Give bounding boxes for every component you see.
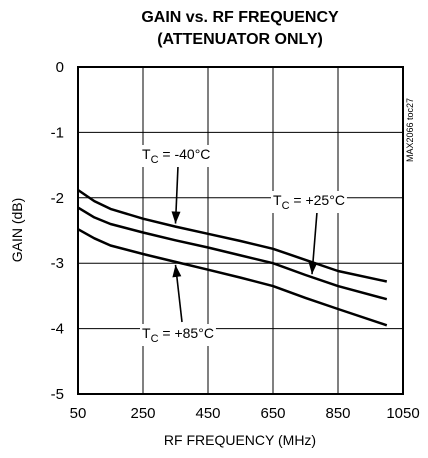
y-tick-label: -5 — [51, 386, 64, 403]
annotation-label: TC = -40°C — [142, 146, 210, 166]
annotation-label: TC = +25°C — [273, 192, 345, 212]
series-line — [77, 206, 388, 301]
chart-title: GAIN vs. RF FREQUENCY — [141, 9, 339, 26]
side-label: MAX2066 toc27 — [405, 98, 415, 162]
annotation-arrowhead — [172, 264, 182, 278]
annotation-label-background — [140, 145, 213, 167]
tick-labels: 50 250 450 650 850 1050 0 -1 -2 -3 -4 -5 — [51, 59, 420, 422]
series-line — [77, 228, 388, 327]
x-tick-label: 50 — [70, 405, 87, 422]
annotation-arrowhead — [171, 211, 181, 224]
annotation-label-background — [271, 191, 347, 213]
annotation-label-background — [140, 324, 216, 346]
y-tick-label: -3 — [51, 255, 64, 272]
x-tick-label: 250 — [130, 405, 155, 422]
y-tick-label: -2 — [51, 190, 64, 207]
chart-subtitle: (ATTENUATOR ONLY) — [157, 31, 323, 48]
x-tick-label: 450 — [195, 405, 220, 422]
x-tick-label: 850 — [325, 405, 350, 422]
y-tick-label: -4 — [51, 321, 64, 338]
x-tick-label: 650 — [260, 405, 285, 422]
y-tick-label: 0 — [56, 59, 64, 76]
plot-frame — [77, 66, 404, 395]
grid — [77, 66, 404, 395]
y-tick-label: -1 — [51, 124, 64, 141]
x-axis-label: RF FREQUENCY (MHz) — [164, 432, 316, 448]
annotation-arrowhead — [308, 261, 318, 275]
annotation-label: TC = +85°C — [142, 325, 214, 345]
x-tick-label: 1050 — [386, 405, 419, 422]
y-axis-label: GAIN (dB) — [9, 198, 25, 263]
annotations: TC = -40°C TC = +25°C TC = +85°C — [140, 145, 347, 346]
